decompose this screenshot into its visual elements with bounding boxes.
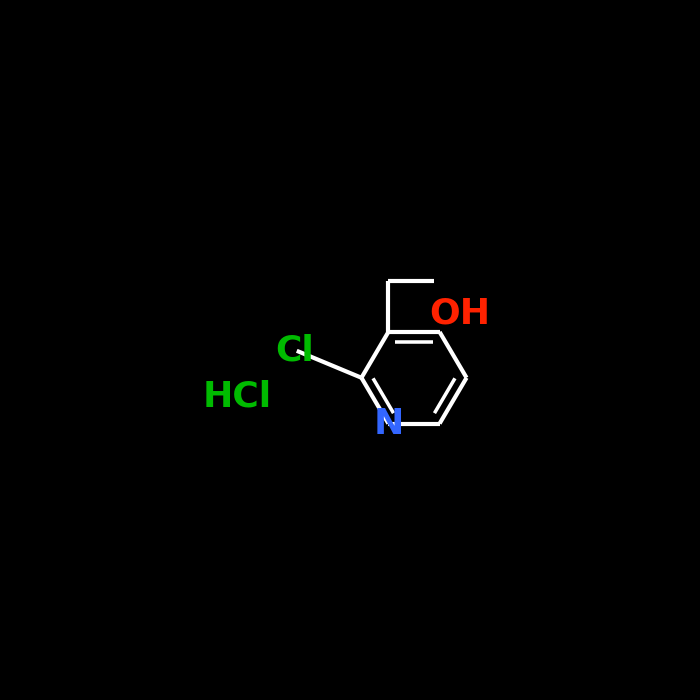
Text: OH: OH — [429, 296, 490, 330]
Text: N: N — [373, 407, 404, 440]
Text: HCl: HCl — [202, 379, 272, 414]
Text: Cl: Cl — [275, 334, 314, 368]
